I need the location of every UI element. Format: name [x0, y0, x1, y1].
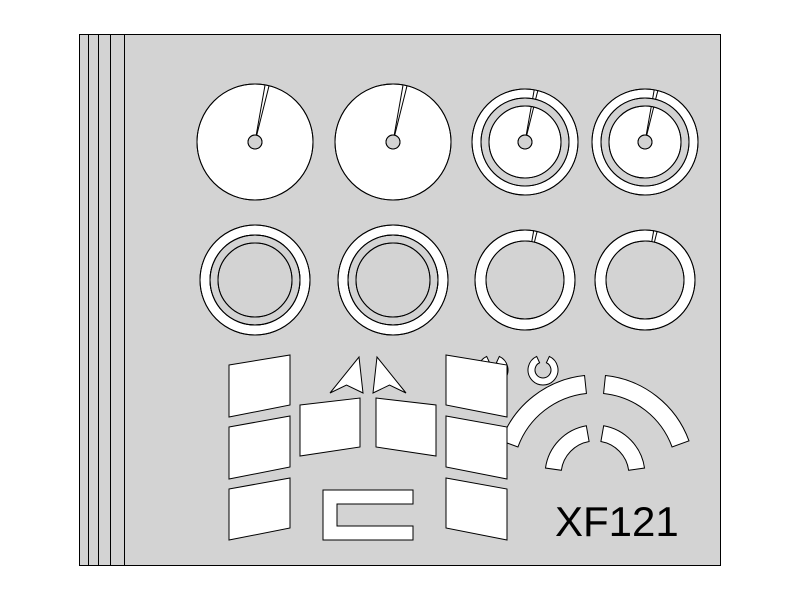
- mask-sheet: XF121: [79, 34, 721, 566]
- part-label: XF121: [555, 498, 679, 546]
- shapes-svg: [80, 35, 720, 565]
